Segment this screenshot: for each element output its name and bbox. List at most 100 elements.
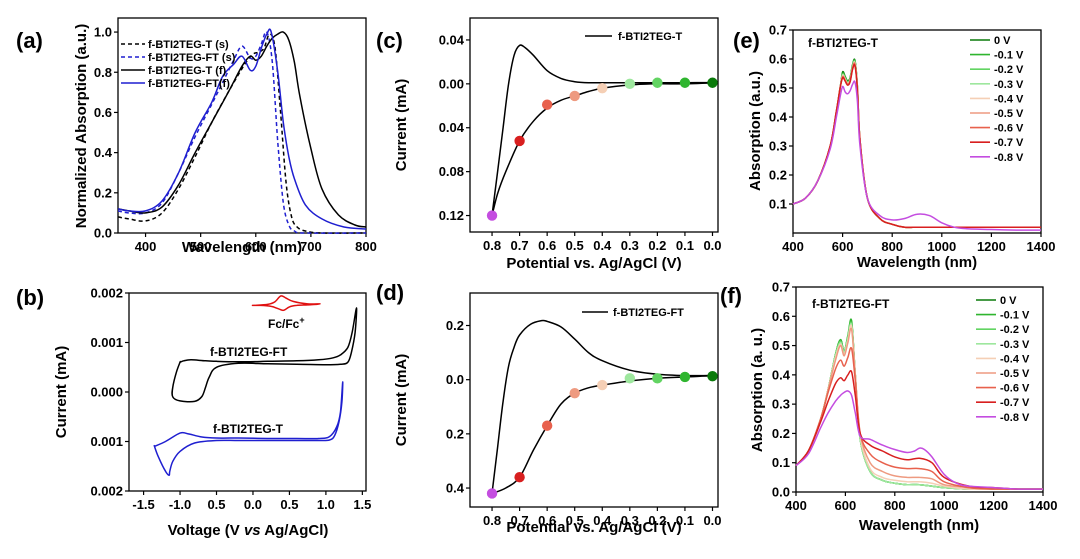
x-tick-label: 800: [881, 239, 903, 254]
panel-b-label-fc: Fc/Fc+: [268, 315, 305, 331]
series-line: [153, 381, 344, 476]
x-tick-label: 600: [832, 239, 854, 254]
y-tick-label: 0.0: [772, 485, 790, 500]
legend-label: 0 V: [1000, 295, 1017, 307]
legend-label: -0.7 V: [1000, 397, 1030, 409]
y-tick-label: 0.001: [90, 335, 123, 350]
panel-f-title: f-BTI2TEG-FT: [812, 297, 890, 311]
data-point: [707, 370, 718, 382]
panel-d: (d) 0.8 0.7 0.6 0.5 0.4 0.3 0.2 0.1 0.0 0.4 0.2 0.0…: [376, 280, 722, 536]
legend-label: f-BTI2TEG-T (f): [148, 65, 227, 77]
panel-e-title: f-BTI2TEG-T: [808, 36, 879, 50]
panel-a-plot: [117, 28, 367, 234]
series-line: [795, 327, 1043, 490]
data-point: [597, 379, 608, 391]
x-tick-label: 1000: [927, 239, 956, 254]
panel-a-ylabel: Normalized Absorption (a.u.): [73, 24, 90, 228]
panel-b: (b) -1.5 -1.0 0.5 0.0 0.5 1.0 1.5 0.002 0.001 0.0…: [16, 285, 371, 539]
x-tick-label: 400: [782, 239, 804, 254]
legend-label: -0.6 V: [1000, 383, 1030, 395]
data-point: [541, 99, 553, 110]
panel-f-ylabel: Absorption (a. u.): [749, 328, 766, 452]
y-tick-label: 0.8: [94, 65, 112, 80]
panel-b-frame: [128, 292, 367, 492]
x-tick-label: 1200: [977, 239, 1006, 254]
panel-c-ylabel: Current (mA): [393, 79, 410, 172]
legend-label: 0 V: [994, 35, 1011, 47]
panel-a-frame: [117, 17, 367, 234]
panel-c: (c) 0.8 0.7 0.6 0.5 0.4 0.3 0.2 0.1 0.00.120.080…: [376, 17, 722, 272]
x-tick-label: 0.2: [648, 513, 666, 528]
legend-label: -0.8 V: [994, 152, 1024, 164]
panel-f-xlabel: Wavelength (nm): [859, 517, 979, 534]
panel-a-axes: 400 500 600 700 800 0.0 0.2 0.4 0.6 0.8 1.0: [94, 25, 377, 254]
y-tick-label: 0.002: [90, 286, 123, 301]
data-point: [541, 420, 553, 431]
y-tick-label: 0.001: [90, 434, 123, 449]
y-tick-label: 0.1: [772, 455, 790, 470]
x-tick-label: 400: [135, 239, 157, 254]
data-point: [652, 77, 663, 88]
panel-f-letter: (f): [720, 283, 742, 308]
y-tick-label: 0.04: [439, 120, 465, 135]
data-point: [652, 373, 663, 384]
y-tick-label: 0.5: [772, 338, 790, 353]
panel-d-ylabel: Current (mA): [393, 354, 410, 447]
series-line: [792, 80, 1042, 231]
y-tick-label: 0.1: [769, 197, 787, 212]
panel-e: (e) 400 600 800 1000 1200 1400 0.1 0.2 0.3 0.4 0.5…: [733, 23, 1055, 272]
panel-b-axes: -1.5 -1.0 0.5 0.0 0.5 1.0 1.5 0.002 0.001 0.000 0.…: [90, 286, 371, 513]
legend-label: -0.3 V: [1000, 339, 1030, 351]
series-line: [795, 390, 1044, 490]
panel-f-frame: [795, 286, 1044, 493]
data-point: [679, 371, 691, 383]
x-tick-label: 0.8: [483, 238, 501, 253]
panel-c-xlabel: Potential vs. Ag/AgCl (V): [506, 255, 681, 272]
panel-d-frame: [469, 292, 719, 508]
panel-a: (a) 400 500 600 700 800 0.0 0.2 0.4 0.6 0.8 1.0 f-…: [16, 17, 377, 256]
legend-label: -0.2 V: [994, 64, 1024, 76]
y-tick-label: 0.08: [439, 164, 464, 179]
x-tick-label: 600: [245, 239, 267, 254]
data-point: [707, 77, 718, 88]
panel-f: (f) 400 600 800 1000 1200 1400 0.0 0.1 0.2 0.3 0.4…: [720, 280, 1057, 535]
panel-a-legend: f-BTI2TEG-T (s)f-BTI2TEG-FT (s)f-BTI2TEG…: [121, 39, 236, 90]
y-tick-label: 0.2: [446, 426, 464, 441]
panel-b-label-t: f-BTI2TEG-T: [213, 422, 284, 436]
legend-label: -0.1 V: [1000, 310, 1030, 322]
panel-b-plot: [153, 295, 358, 476]
panel-e-letter: (e): [733, 28, 760, 53]
y-tick-label: 0.2: [94, 185, 112, 200]
data-point: [597, 83, 608, 94]
series-line: [490, 319, 714, 495]
x-tick-label: 0.3: [621, 238, 639, 253]
panel-c-frame: [469, 17, 719, 233]
legend-label: -0.4 V: [1000, 353, 1030, 365]
series-line: [171, 307, 358, 403]
panel-b-ylabel: Current (mA): [53, 346, 70, 439]
panel-d-plot: [486, 319, 718, 499]
legend-label: -0.5 V: [1000, 368, 1030, 380]
y-tick-label: 0.6: [94, 105, 112, 120]
y-tick-label: 0.6: [772, 309, 790, 324]
series-line: [251, 295, 321, 312]
x-tick-label: 0.1: [676, 513, 694, 528]
y-tick-label: 0.12: [439, 208, 464, 223]
legend-label: -0.2 V: [1000, 324, 1030, 336]
x-tick-label: 0.5: [566, 513, 584, 528]
series-line: [795, 346, 1043, 490]
x-tick-label: 0.6: [538, 238, 556, 253]
legend-label: f-BTI2TEG-FT (s): [148, 52, 236, 64]
x-tick-label: 0.0: [703, 513, 721, 528]
y-tick-label: 0.0: [94, 226, 112, 241]
series-line: [792, 63, 1042, 229]
y-tick-label: 0.2: [446, 318, 464, 333]
y-tick-label: 1.0: [94, 25, 112, 40]
series-line: [117, 28, 367, 230]
panel-b-xlabel: Voltage (V vs Ag/AgCl): [168, 522, 329, 539]
panel-c-plot: [486, 44, 718, 221]
legend-label: -0.6 V: [994, 123, 1024, 135]
x-tick-label: 0.5: [280, 497, 298, 512]
legend-label: -0.7 V: [994, 137, 1024, 149]
panel-a-xlabel: Wavelength (nm): [182, 239, 302, 256]
